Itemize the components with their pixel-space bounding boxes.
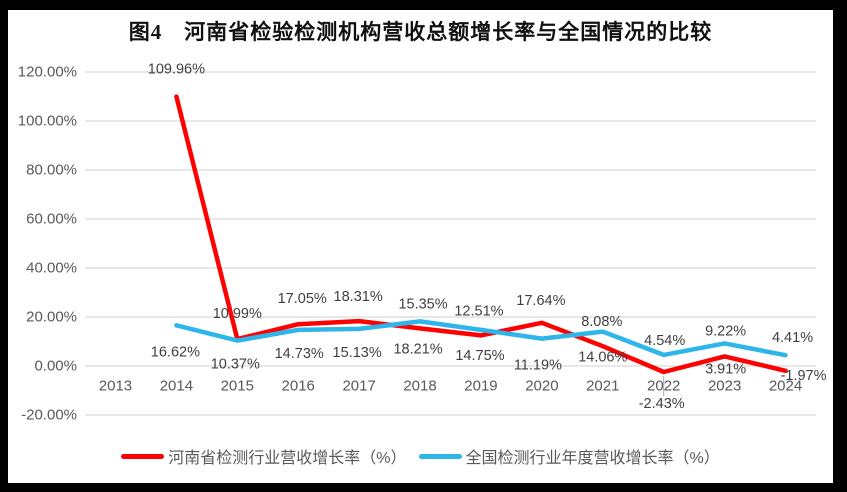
- y-tick-label: 0.00%: [34, 358, 77, 375]
- y-tick-label: -20.00%: [21, 407, 77, 424]
- data-label-1: 9.22%: [705, 323, 746, 339]
- data-label-0: 10.99%: [213, 306, 262, 322]
- x-tick-label: 2018: [403, 378, 436, 395]
- data-label-0: -2.43%: [639, 396, 685, 412]
- data-label-0: 109.96%: [148, 62, 205, 78]
- chart-title: 图4 河南省检验检测机构营收总额增长率与全国情况的比较: [128, 20, 713, 44]
- legend: 河南省检测行业营收增长率（%） 全国检测行业年度营收增长率（%）: [8, 444, 833, 468]
- data-label-1: 4.41%: [772, 330, 813, 346]
- data-label-1: 16.62%: [151, 344, 200, 360]
- x-tick-label: 2016: [282, 378, 315, 395]
- data-label-0: -1.97%: [781, 368, 827, 384]
- x-tick-label: 2015: [221, 378, 254, 395]
- x-tick-label: 2019: [464, 378, 497, 395]
- data-label-1: 18.21%: [393, 341, 442, 357]
- x-tick-label: 2017: [342, 378, 375, 395]
- data-label-0: 18.31%: [334, 289, 383, 305]
- data-label-1: 4.54%: [644, 333, 685, 349]
- legend-swatch-henan: [121, 453, 165, 459]
- legend-item-henan: 河南省检测行业营收增长率（%）: [121, 444, 407, 468]
- chart-canvas: [8, 10, 833, 483]
- legend-label-henan: 河南省检测行业营收增长率（%）: [168, 450, 407, 467]
- y-tick-label: 20.00%: [26, 309, 77, 326]
- x-tick-label: 2021: [586, 378, 619, 395]
- x-tick-label: 2014: [160, 378, 193, 395]
- data-label-1: 14.73%: [275, 346, 324, 362]
- y-tick-label: 40.00%: [26, 260, 77, 277]
- data-label-0: 17.64%: [516, 293, 565, 309]
- x-tick-label: 2020: [525, 378, 558, 395]
- data-label-0: 12.51%: [454, 303, 503, 319]
- x-tick-label: 2024: [769, 378, 802, 395]
- data-label-1: 14.75%: [455, 348, 504, 364]
- data-label-0: 3.91%: [705, 361, 746, 377]
- data-label-0: 17.05%: [278, 291, 327, 307]
- data-label-0: 8.08%: [581, 314, 622, 330]
- data-label-1: 11.19%: [514, 358, 562, 374]
- data-label-1: 15.13%: [333, 345, 382, 361]
- legend-label-national: 全国检测行业年度营收增长率（%）: [465, 450, 720, 467]
- y-tick-label: 80.00%: [26, 162, 77, 179]
- y-tick-label: 60.00%: [26, 211, 77, 228]
- x-tick-label: 2013: [99, 378, 132, 395]
- y-tick-label: 120.00%: [18, 64, 77, 81]
- legend-swatch-national: [418, 453, 462, 459]
- y-tick-label: 100.00%: [18, 113, 77, 130]
- data-label-0: 15.35%: [398, 296, 447, 312]
- data-label-1: 14.06%: [578, 350, 627, 366]
- legend-item-national: 全国检测行业年度营收增长率（%）: [418, 444, 720, 468]
- data-label-1: 10.37%: [211, 357, 260, 373]
- x-tick-label: 2023: [708, 378, 741, 395]
- series-line-1: [174, 319, 788, 358]
- series-line-0: [174, 94, 788, 375]
